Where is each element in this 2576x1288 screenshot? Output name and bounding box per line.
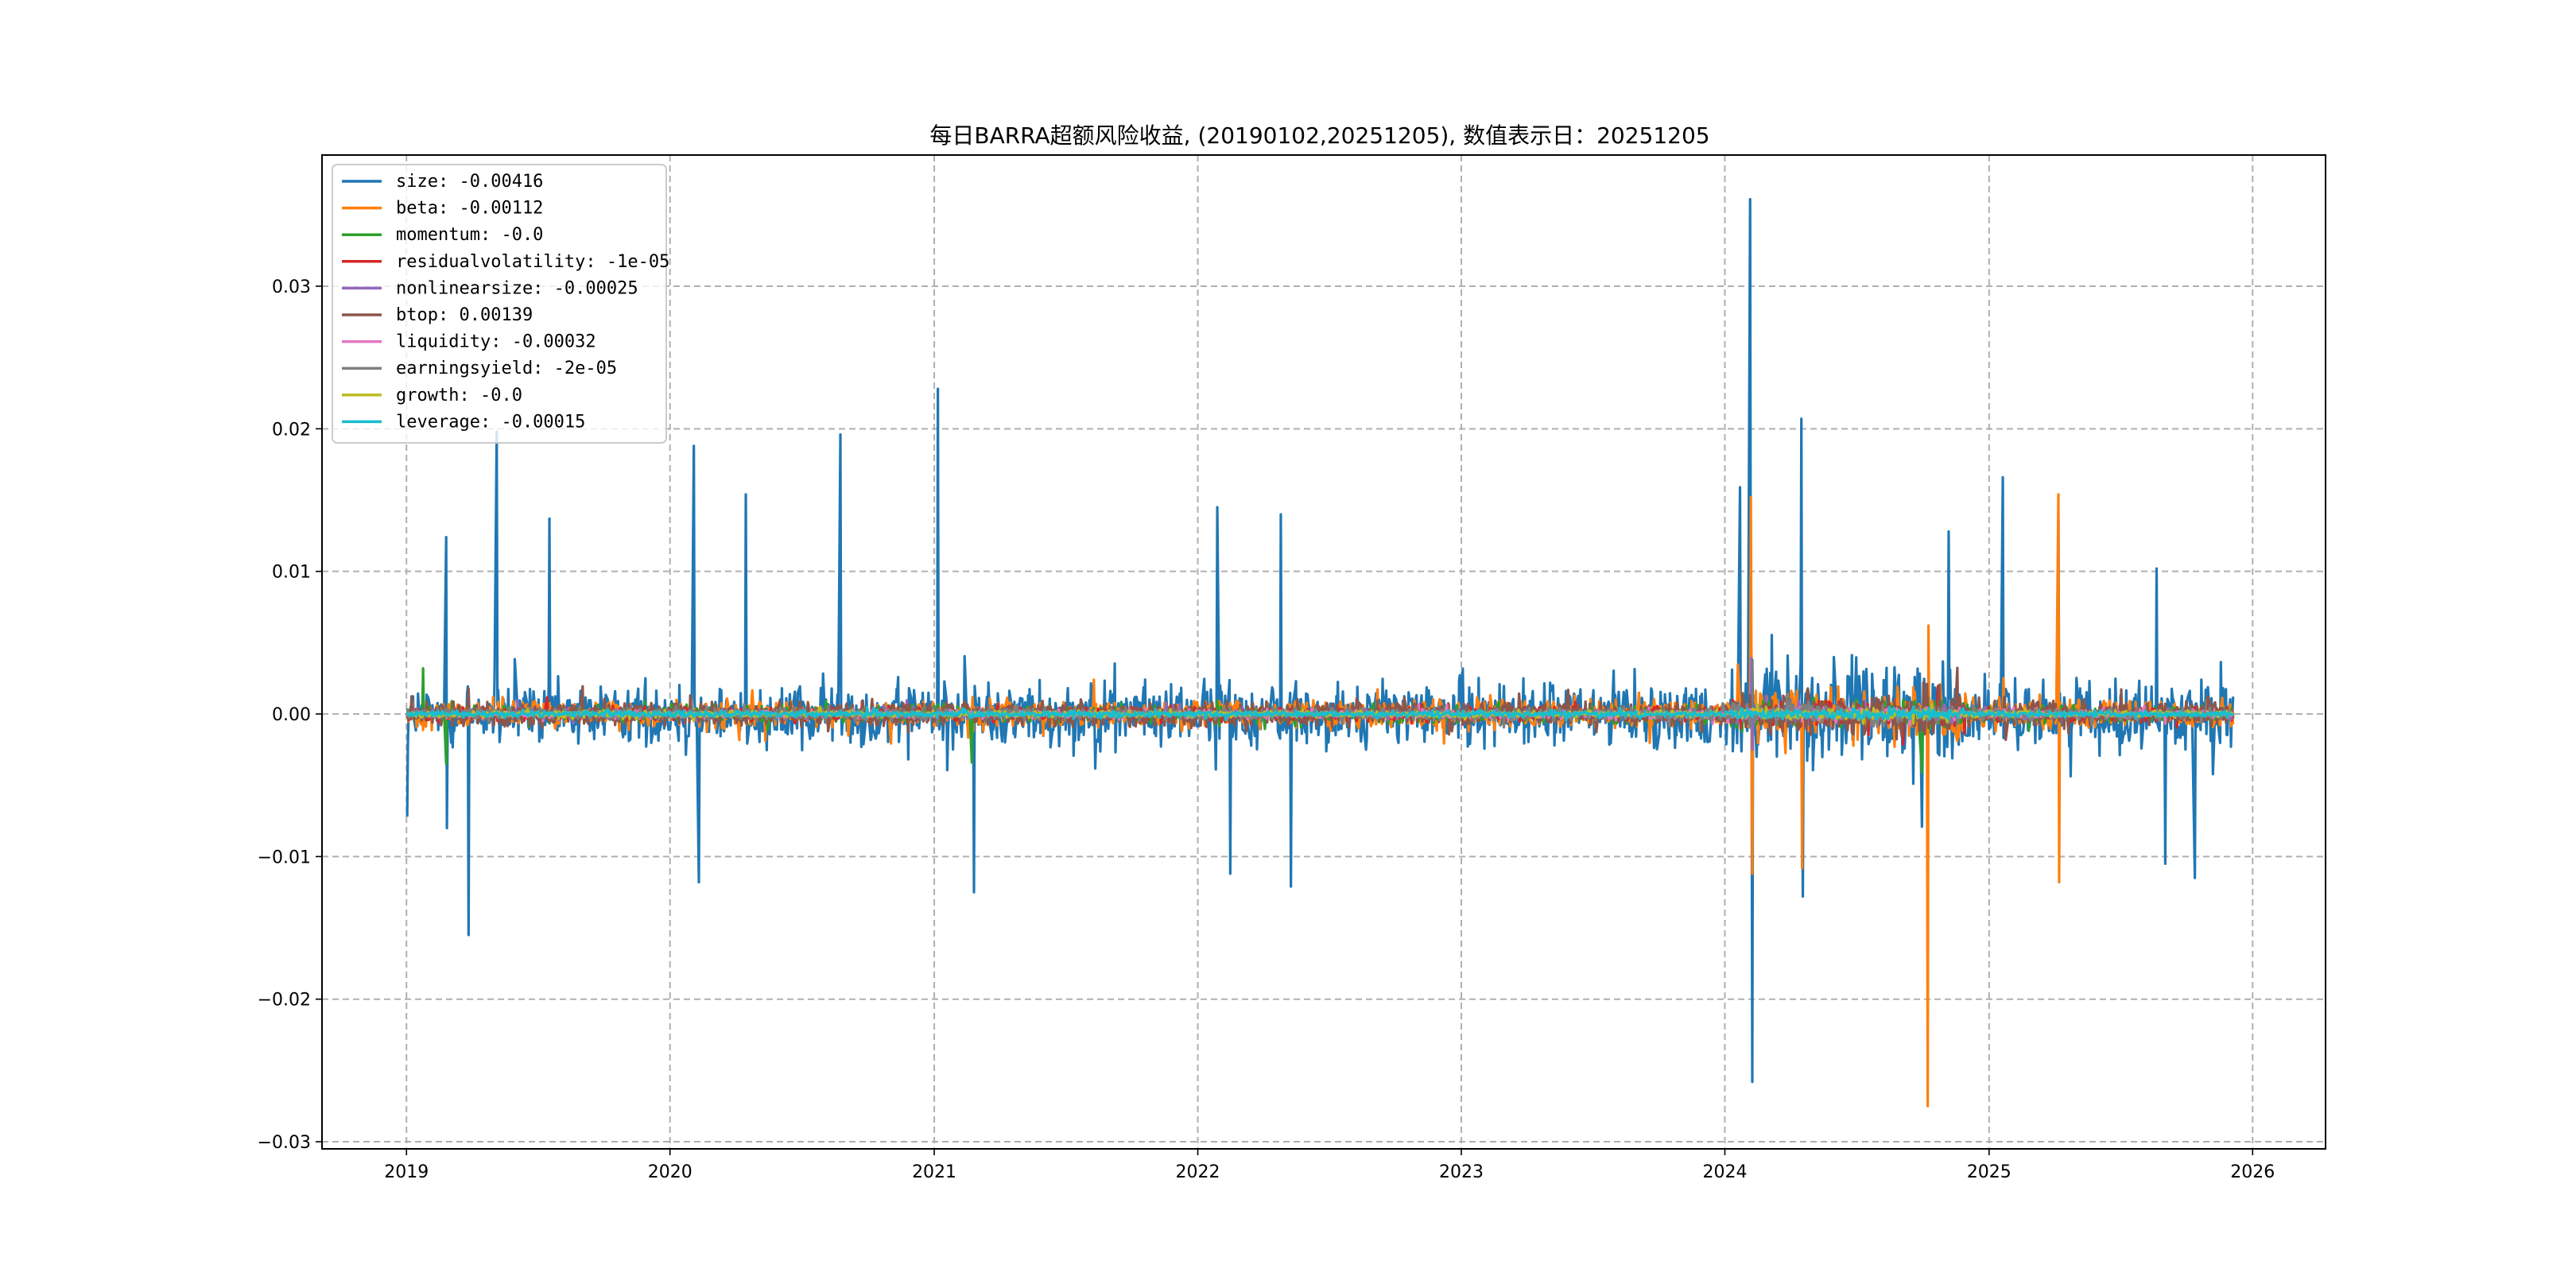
legend-entry: size: -0.00416 [396, 172, 543, 192]
y-tick-label: 0.01 [272, 563, 311, 583]
legend: size: -0.00416 beta: -0.00112 momentum: -0… [332, 164, 669, 444]
y-tick-label: −0.01 [258, 848, 311, 867]
chart-title: 每日BARRA超额风险收益, (20190102,20251205), 数值表示… [929, 122, 1709, 149]
legend-entry: momentum: -0.0 [396, 225, 543, 245]
plot-frame [321, 154, 2326, 1150]
series-line [406, 705, 2234, 722]
legend-entry: residualvolatility: -1e-05 [396, 252, 669, 272]
x-tick-label: 2026 [2230, 1162, 2275, 1182]
x-tick-label: 2021 [912, 1162, 956, 1182]
series-group [405, 198, 2235, 1108]
x-tick-label: 2024 [1702, 1162, 1747, 1182]
legend-entry: btop: 0.00139 [396, 305, 533, 325]
legend-entry: nonlinearsize: -0.00025 [396, 278, 638, 298]
x-tick-label: 2025 [1967, 1162, 2012, 1182]
y-tick-label: 0.02 [272, 420, 311, 440]
y-tick-label: −0.03 [258, 1133, 311, 1153]
axis-ticks: 2019 2020 2021 2022 2023 2024 2025 2026 0.03 0.02… [258, 277, 2275, 1182]
x-tick-label: 2023 [1439, 1162, 1484, 1182]
y-tick-label: −0.02 [258, 991, 311, 1011]
x-tick-label: 2019 [384, 1162, 429, 1182]
y-tick-label: 0.03 [272, 277, 311, 297]
legend-entry: growth: -0.0 [396, 386, 522, 405]
legend-entry: liquidity: -0.00032 [396, 332, 596, 352]
legend-entry: earningsyield: -2e-05 [396, 359, 617, 378]
x-tick-label: 2022 [1176, 1162, 1220, 1182]
y-tick-label: 0.00 [272, 705, 311, 725]
legend-box [332, 164, 667, 444]
legend-entry: beta: -0.00112 [396, 199, 543, 219]
legend-entry: leverage: -0.00015 [396, 412, 585, 432]
x-tick-label: 2020 [648, 1162, 692, 1182]
